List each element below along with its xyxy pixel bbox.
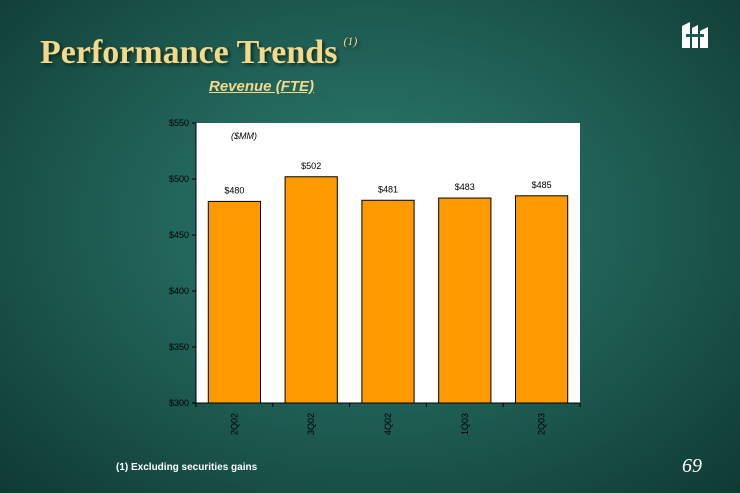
bar [361,199,415,404]
title-footnote-marker: (1) [343,34,358,48]
category-label: 2Q02 [229,413,239,435]
y-tick-label: $500 [169,174,189,184]
y-tick-label: $350 [169,342,189,352]
y-tick-label: $300 [169,398,189,408]
y-tick-label: $400 [169,286,189,296]
data-label: $502 [301,161,321,171]
bank-logo-icon [682,22,708,48]
bar [284,176,338,404]
category-label: 2Q03 [537,413,547,435]
y-tick-label: $550 [169,118,189,128]
category-label: 3Q02 [306,413,316,435]
category-label: 4Q02 [383,413,393,435]
page-number: 69 [682,455,702,477]
page-title: Performance Trends (1) [40,34,357,72]
chart-subtitle: Revenue (FTE) [209,78,315,95]
title-text: Performance Trends [40,34,338,71]
data-label: $485 [532,180,552,190]
data-label: $481 [378,184,398,194]
data-label: $483 [455,182,475,192]
data-label: $480 [224,185,244,195]
unit-label: ($MM) [231,131,257,141]
bar [438,197,492,404]
footnote: (1) Excluding securities gains [116,462,258,473]
bar [514,195,569,404]
bar [207,200,262,404]
category-label: 1Q03 [460,413,470,435]
y-tick-label: $450 [169,230,189,240]
